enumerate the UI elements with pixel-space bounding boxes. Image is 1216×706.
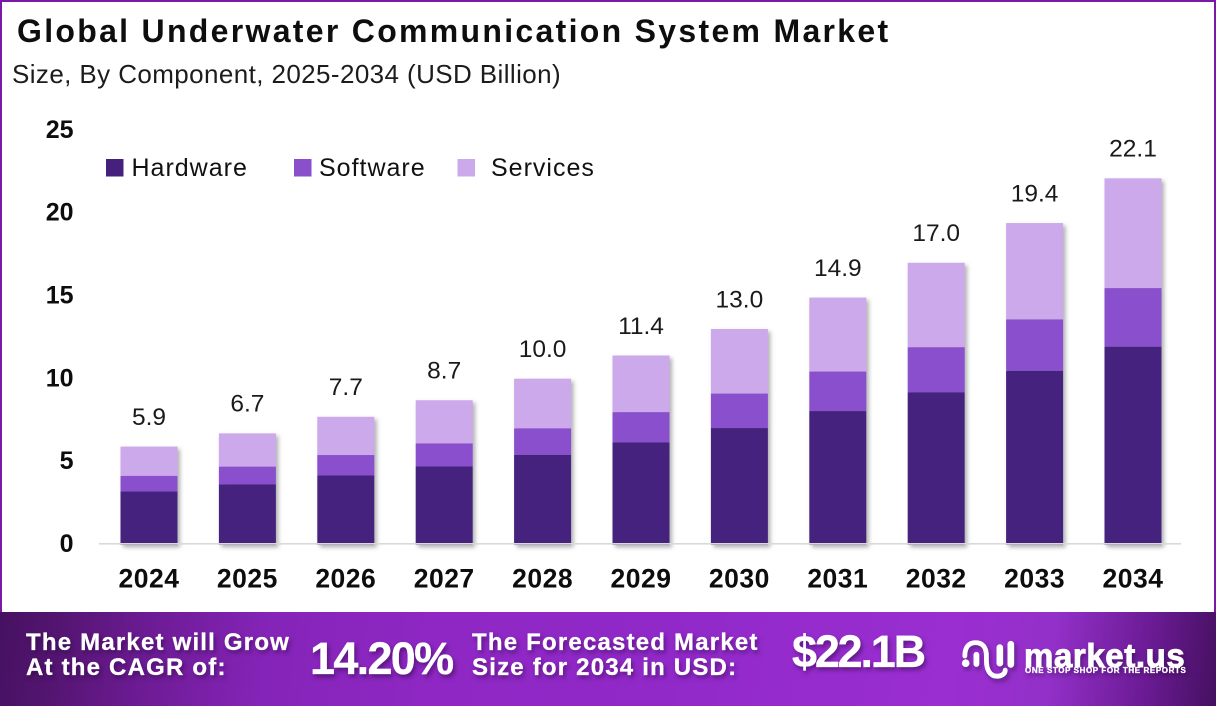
svg-text:2032: 2032 — [906, 563, 967, 593]
svg-text:13.0: 13.0 — [716, 286, 764, 313]
svg-text:11.4: 11.4 — [618, 313, 664, 340]
svg-text:2024: 2024 — [119, 563, 180, 593]
svg-text:2029: 2029 — [611, 563, 672, 593]
svg-text:7.7: 7.7 — [329, 374, 363, 401]
svg-text:6.7: 6.7 — [230, 391, 264, 418]
svg-text:2027: 2027 — [414, 563, 475, 593]
svg-text:19.4: 19.4 — [1011, 180, 1059, 207]
svg-text:17.0: 17.0 — [912, 220, 960, 247]
svg-text:2030: 2030 — [709, 563, 770, 593]
svg-text:2028: 2028 — [512, 563, 573, 593]
svg-text:25: 25 — [46, 116, 74, 144]
svg-text:10: 10 — [46, 364, 74, 392]
svg-text:10.0: 10.0 — [519, 336, 567, 363]
svg-text:2034: 2034 — [1103, 563, 1164, 593]
svg-text:8.7: 8.7 — [427, 358, 461, 385]
svg-text:14.9: 14.9 — [814, 255, 862, 282]
svg-text:Services: Services — [491, 154, 595, 182]
svg-text:5: 5 — [60, 447, 74, 475]
svg-text:2031: 2031 — [807, 563, 868, 593]
svg-text:22.1: 22.1 — [1109, 136, 1157, 163]
svg-text:5.9: 5.9 — [132, 404, 166, 431]
svg-text:Hardware: Hardware — [132, 154, 248, 182]
svg-text:20: 20 — [46, 199, 74, 227]
svg-text:2026: 2026 — [315, 563, 376, 593]
svg-text:2025: 2025 — [217, 563, 278, 593]
svg-text:Software: Software — [319, 154, 426, 182]
svg-text:0: 0 — [60, 530, 74, 558]
svg-text:2033: 2033 — [1004, 563, 1065, 593]
svg-text:15: 15 — [46, 282, 74, 310]
